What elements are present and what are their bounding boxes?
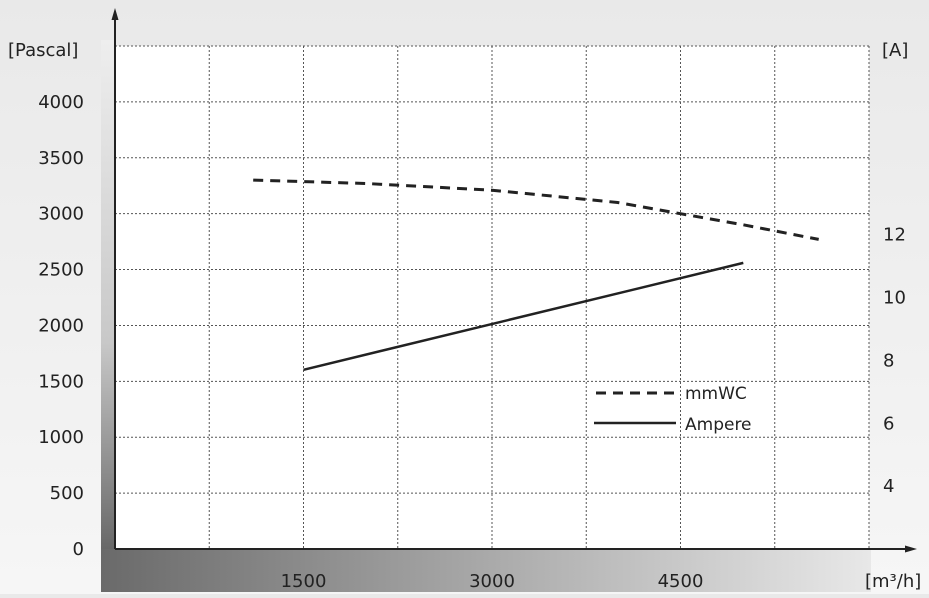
y-right-tick-label: 8 <box>883 350 894 371</box>
plot-area <box>115 46 869 549</box>
y-left-tick-label: 3000 <box>38 204 84 225</box>
y-left-tick-label: 1000 <box>38 427 84 448</box>
x-axis-label: [m³/h] <box>865 571 921 592</box>
grid <box>115 45 870 549</box>
y-axis-arrow <box>111 8 119 20</box>
series-line-mmwc <box>253 178 819 241</box>
plot-shadow-bottom <box>101 549 871 592</box>
series-line-ampere <box>303 261 744 372</box>
y-right-tick-label: 4 <box>883 476 894 497</box>
y-right-axis-label: [A] <box>882 40 908 61</box>
x-tick-label: 4500 <box>658 571 704 592</box>
series <box>253 178 819 372</box>
y-left-axis-label: [Pascal] <box>8 40 78 61</box>
y-right-tick-label: 6 <box>883 413 894 434</box>
plot-shadow-left <box>101 40 115 590</box>
x-axis-arrow <box>905 545 917 553</box>
y-right-tick-label: 10 <box>883 288 906 309</box>
y-left-tick-label: 2500 <box>38 260 84 281</box>
x-tick-label: 3000 <box>469 571 515 592</box>
legend: mmWC Ampere <box>594 384 752 435</box>
y-right-tick-label: 12 <box>883 225 906 246</box>
y-left-tick-label: 0 <box>73 539 84 560</box>
y-left-tick-label: 3500 <box>38 148 84 169</box>
y-left-tick-label: 500 <box>50 483 84 504</box>
legend-label-mmwc: mmWC <box>685 384 747 404</box>
legend-label-ampere: Ampere <box>685 415 752 435</box>
y-left-tick-label: 2000 <box>38 315 84 336</box>
y-left-tick-label: 1500 <box>38 371 84 392</box>
tick-labels: 4000 3500 3000 2500 2000 1500 1000 500 0 12 10 8 6 4 1… <box>38 92 906 592</box>
y-left-tick-label: 4000 <box>38 92 84 113</box>
x-tick-label: 1500 <box>281 571 327 592</box>
